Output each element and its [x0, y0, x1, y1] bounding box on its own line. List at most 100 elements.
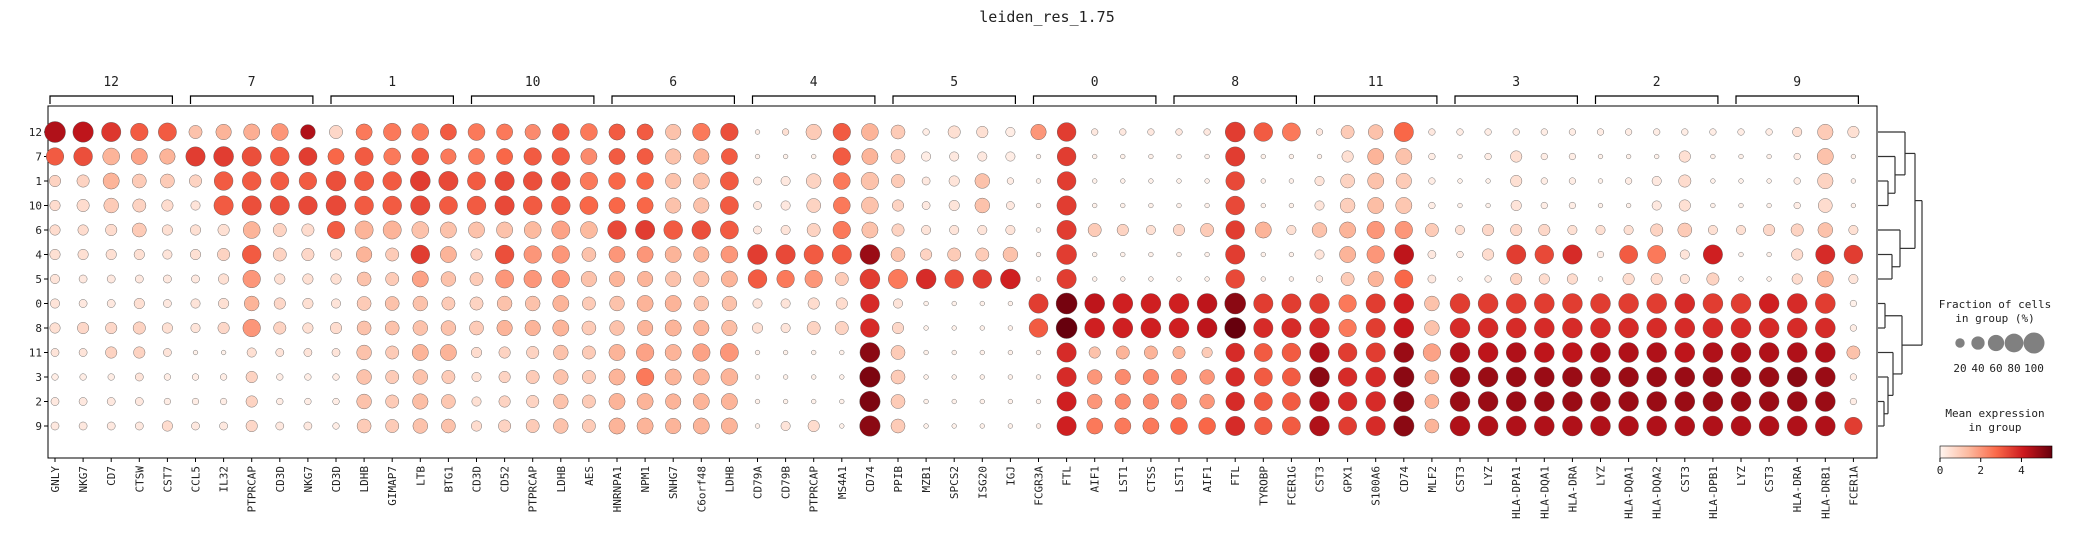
dot-3-AES: [582, 370, 596, 384]
dot-7-HNRNPA1: [608, 148, 626, 165]
dot-1-NPM1: [636, 172, 654, 190]
dot-12-LTB: [411, 123, 429, 141]
dot-3-SNHG7: [664, 368, 682, 386]
dot-12-LDHB: [720, 123, 739, 141]
dot-9-FCER1G: [1282, 416, 1301, 436]
dot-7-GPX1: [1341, 150, 1354, 163]
dot-11-IL32: [221, 349, 227, 356]
color-legend-title: in group: [1969, 421, 2022, 434]
dot-6-CD3D: [327, 221, 345, 239]
dot-3-FTL: [1225, 367, 1245, 387]
dot-7-LDHB: [354, 147, 374, 166]
dot-12-CST3: [1681, 128, 1689, 136]
dot-11-LYZ: [1730, 342, 1752, 363]
dot-6-CD74: [1394, 221, 1413, 239]
x-tick-label-SNHG7: SNHG7: [667, 466, 680, 499]
dot-10-HLA-DRA: [1568, 201, 1576, 210]
dot-2-HLA-DQA1: [1618, 391, 1639, 412]
dot-1-CD52: [494, 171, 515, 191]
dot-10-BTG1: [439, 196, 458, 215]
plot-frame: [47, 105, 1878, 459]
dot-3-HLA-DPA1: [1506, 366, 1527, 388]
dot-6-SPCS2: [949, 225, 960, 235]
dot-6-CST3: [1455, 225, 1465, 235]
dot-2-IL32: [220, 397, 228, 406]
dot-4-HLA-DQA1: [1534, 244, 1554, 265]
dot-3-CD7: [107, 373, 115, 381]
dot-7-CTSW: [130, 148, 148, 165]
dot-12-PTPRCAP: [805, 124, 822, 140]
dot-8-CD3D: [469, 320, 484, 336]
dot-8-GIMAP7: [384, 320, 400, 336]
dot-1-HLA-DPB1: [1710, 178, 1716, 184]
size-legend-title: in group (%): [1955, 312, 2034, 325]
dot-9-HLA-DRB1: [1815, 415, 1836, 437]
dot-4-FCGR3A: [1035, 251, 1042, 258]
size-legend-label: 40: [1971, 362, 1984, 375]
dot-0-GPX1: [1338, 294, 1357, 313]
y-tick-label-2: 2: [35, 396, 42, 409]
dot-4-HLA-DQA1: [1619, 245, 1638, 264]
dot-5-LYZ: [1738, 276, 1744, 282]
dot-7-CST7: [159, 148, 176, 165]
dot-3-CD74: [859, 366, 881, 388]
dot-9-NPM1: [636, 417, 654, 435]
dot-3-AIF1: [1199, 369, 1215, 385]
dot-1-CTSW: [132, 173, 147, 189]
x-tick-label-FCER1A: FCER1A: [1847, 466, 1860, 506]
group-label-9: 9: [1793, 75, 1801, 90]
dot-7-CST3: [1316, 153, 1323, 160]
dot-1-CST3: [1766, 178, 1772, 184]
dot-5-HLA-DRA: [1566, 273, 1578, 285]
dot-marks: [44, 121, 1863, 437]
dot-9-LTB: [412, 418, 428, 434]
dot-11-NPM1: [636, 343, 655, 362]
dot-6-BTG1: [440, 221, 457, 239]
dot-0-CST3: [1449, 293, 1471, 314]
dot-1-BTG1: [438, 171, 459, 191]
dot-7-CD74: [1395, 148, 1413, 165]
group-label-4: 4: [810, 75, 818, 90]
dot-4-HNRNPA1: [608, 246, 626, 263]
dot-2-HLA-DRA: [1562, 391, 1583, 412]
dot-5-FCGR3A: [1035, 276, 1042, 282]
dot-12-PPIB: [890, 124, 906, 140]
dot-10-LTB: [410, 195, 431, 216]
dot-11-HNRNPA1: [608, 344, 626, 361]
group-bracket-10: [470, 95, 595, 104]
dot-11-CD52: [498, 346, 511, 359]
dot-6-PPIB: [891, 223, 905, 237]
dot-10-CST3: [1314, 200, 1325, 211]
dot-8-CST3: [1758, 317, 1780, 339]
dot-11-HLA-DRB1: [1815, 342, 1836, 363]
dot-4-FCER1A: [1843, 244, 1863, 265]
dot-0-MLF2: [1424, 295, 1440, 312]
dot-9-HLA-DPB1: [1702, 415, 1724, 437]
dot-2-FTL: [1056, 391, 1077, 412]
dot-9-SNHG7: [665, 418, 682, 434]
dot-2-GNLY: [50, 397, 60, 406]
dot-0-GNLY: [50, 298, 60, 309]
gene-group-brackets: 12 7 1 10 6 4 5 0 8 11 3 2 9: [49, 75, 1859, 104]
dot-0-FCER1G: [1281, 293, 1302, 314]
dot-6-HNRNPA1: [607, 220, 627, 240]
dot-10-S100A6: [1367, 197, 1385, 214]
dot-9-HLA-DQA1: [1618, 415, 1639, 437]
dot-11-CST3: [1449, 342, 1471, 363]
group-label-0: 0: [1091, 75, 1099, 90]
dot-6-CCL5: [190, 224, 201, 236]
size-legend-dot: [2004, 333, 2024, 353]
dot-9-CCL5: [191, 421, 200, 431]
x-tick-label-CST3: CST3: [1763, 466, 1776, 493]
dot-9-GIMAP7: [385, 419, 400, 433]
dot-2-LYZ: [1590, 391, 1611, 412]
dot-3-CD52: [498, 371, 511, 383]
dot-8-CST3: [1449, 317, 1471, 339]
dot-1-HNRNPA1: [608, 172, 626, 190]
dot-6-HLA-DQA1: [1538, 224, 1551, 236]
group-bracket-4: [751, 95, 876, 104]
dot-5-CST3: [1766, 276, 1772, 282]
dot-5-PTPRCAP: [804, 270, 823, 288]
dot-7-HLA-DRA: [1568, 152, 1576, 161]
dot-7-GIMAP7: [383, 147, 401, 166]
